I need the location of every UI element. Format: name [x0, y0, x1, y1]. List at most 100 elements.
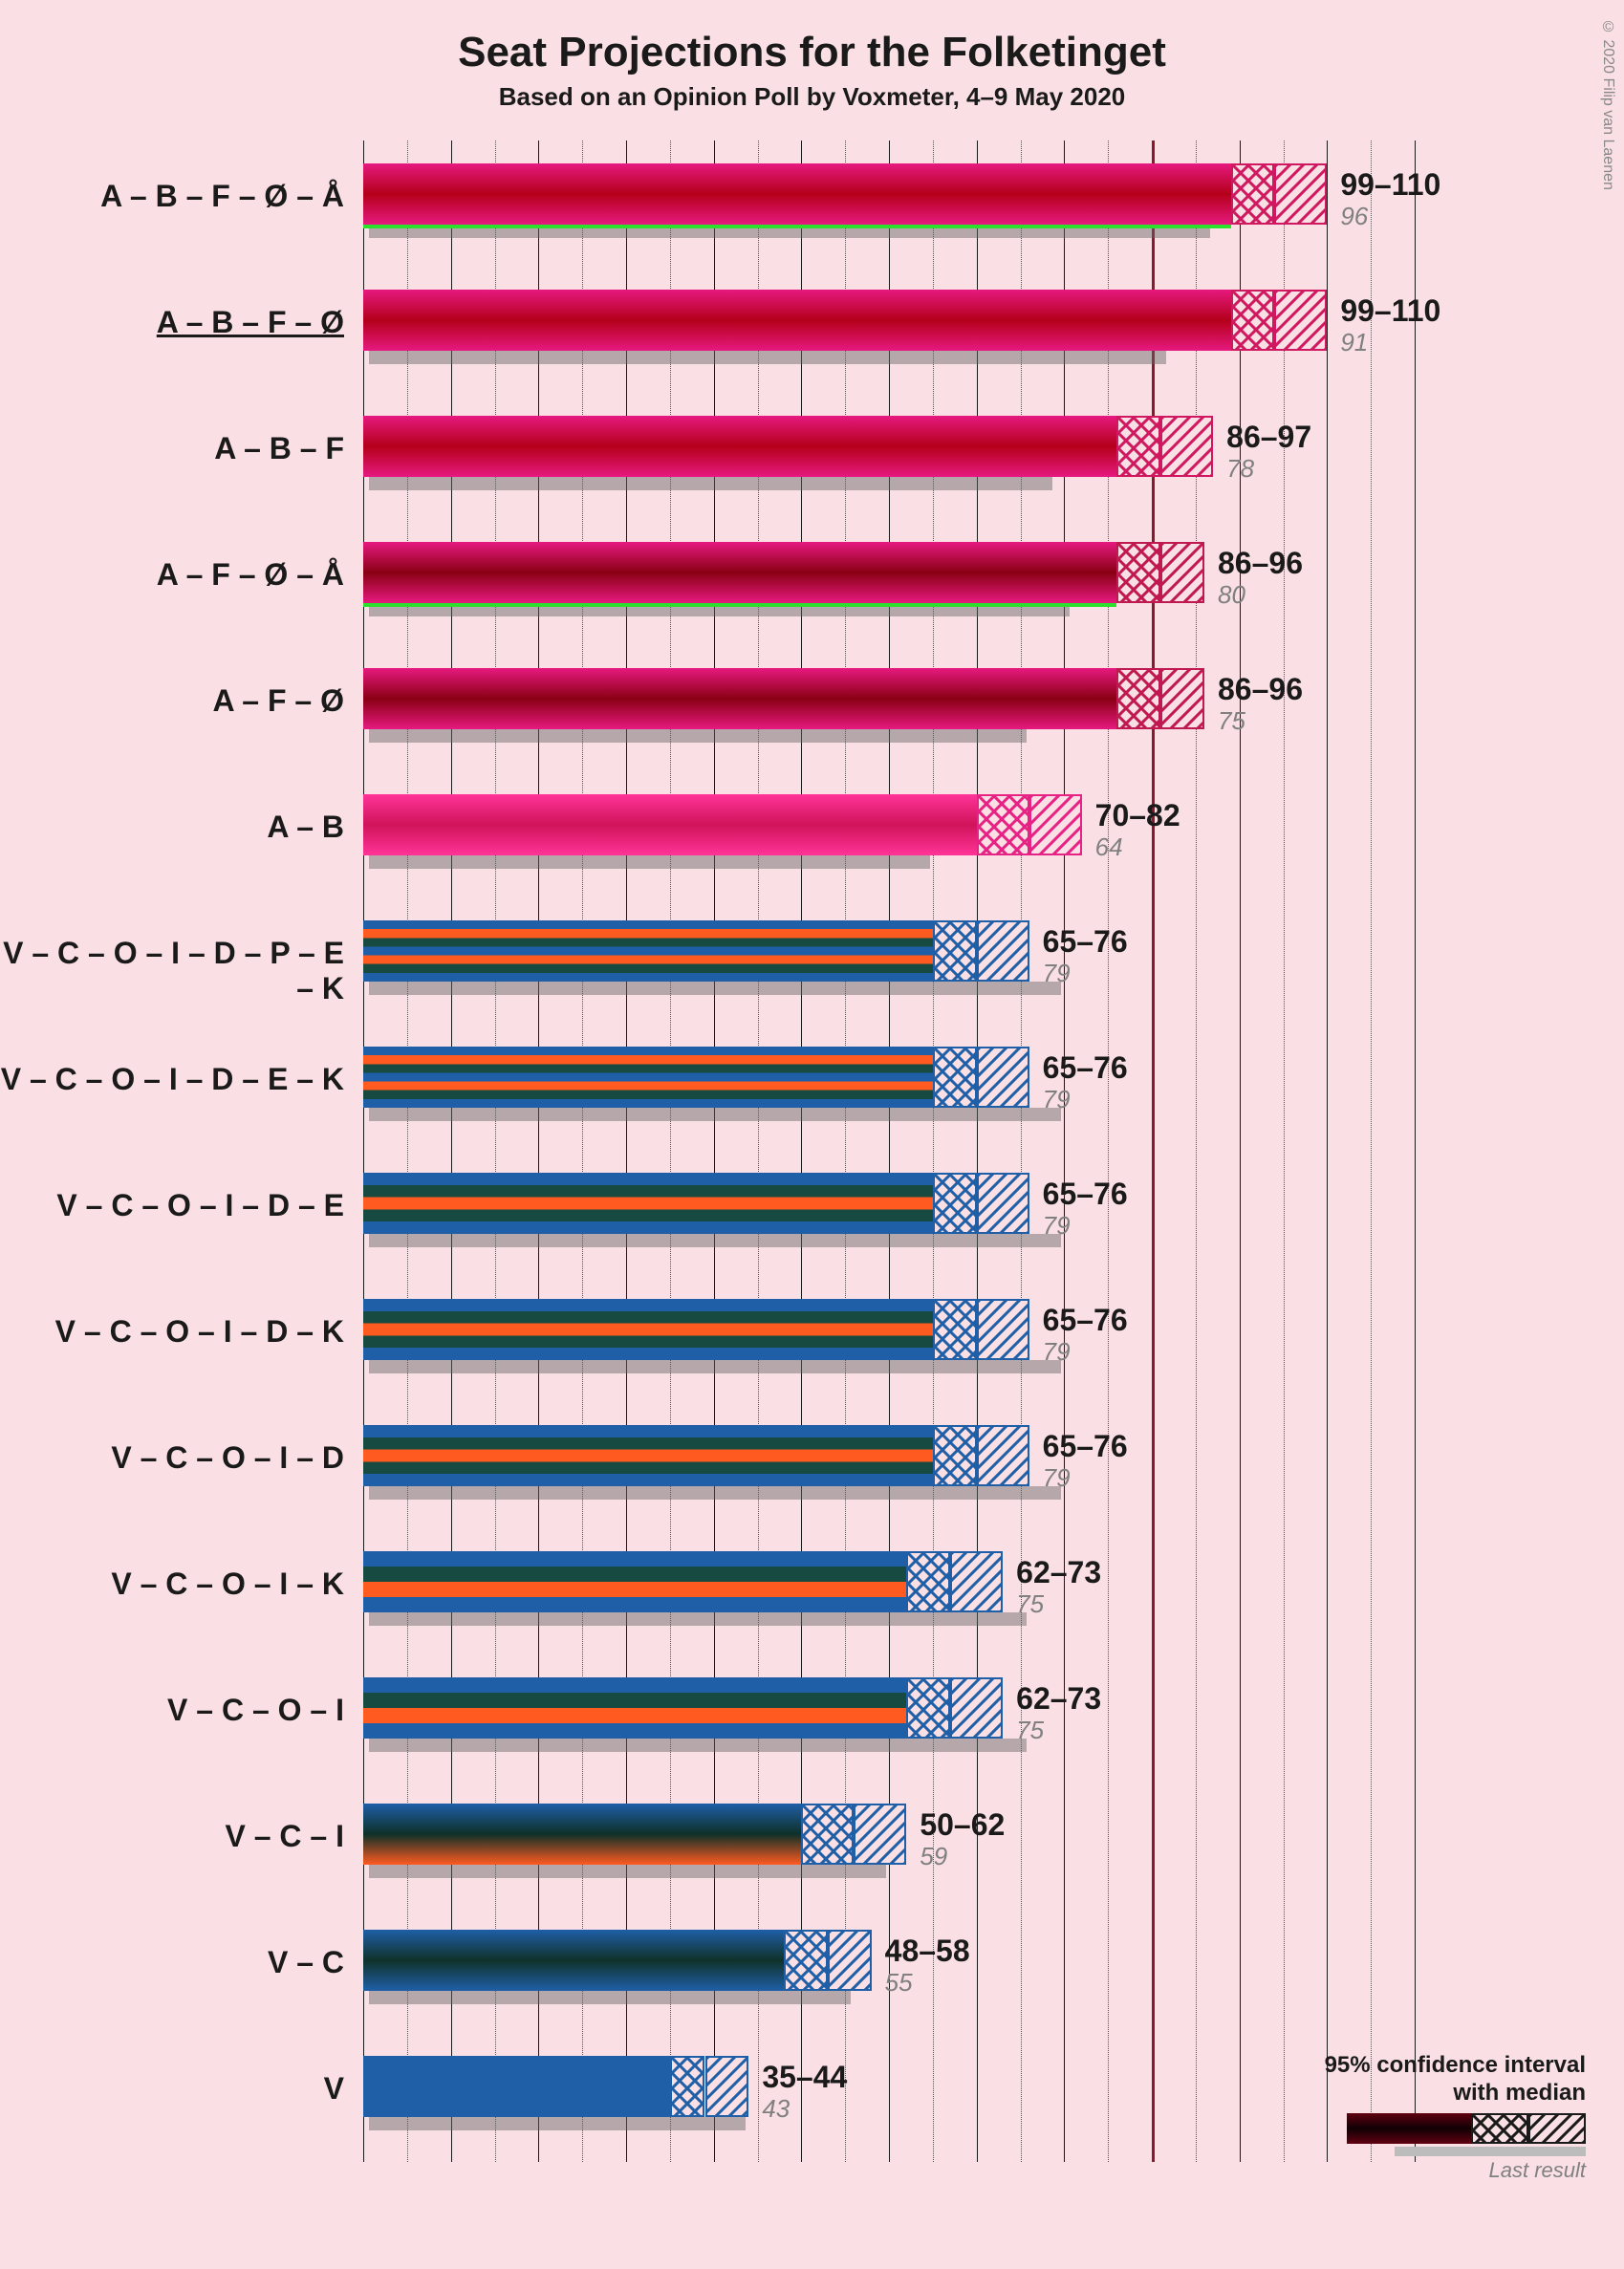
- ci-range-label: 65–76: [1043, 1303, 1128, 1338]
- coalition-bar: [363, 1047, 933, 1108]
- coalition-row: A – B – F – Ø99–11091: [363, 276, 1568, 372]
- ci-upper-hatch: [1160, 668, 1204, 729]
- last-result-label: 80: [1218, 580, 1245, 610]
- last-result-label: 79: [1043, 1463, 1071, 1493]
- coalition-bar: [363, 1551, 906, 1612]
- ci-range-label: 99–110: [1340, 167, 1440, 203]
- coalition-row: V – C – O – I – D65–7679: [363, 1412, 1568, 1507]
- coalition-row: V – C – O – I – D – P – E – K65–7679: [363, 907, 1568, 1003]
- last-result-shadow: [369, 855, 930, 869]
- coalition-row: V – C – O – I – D – E65–7679: [363, 1159, 1568, 1255]
- coalition-bar: [363, 416, 1116, 477]
- legend-bar-cross: [1471, 2113, 1528, 2144]
- ci-range-label: 50–62: [920, 1807, 1005, 1843]
- copyright-text: © 2020 Filip van Laenen: [1599, 19, 1616, 190]
- last-result-shadow: [369, 1360, 1061, 1373]
- coalition-label: V – C – O – I – D – P – E – K: [0, 936, 344, 1006]
- legend-title-line1: 95% confidence interval: [1325, 2052, 1586, 2080]
- legend: 95% confidence interval with median Last…: [1325, 2052, 1586, 2183]
- coalition-row: A – B – F86–9778: [363, 402, 1568, 498]
- last-result-shadow: [369, 477, 1052, 490]
- last-result-shadow: [369, 1486, 1061, 1500]
- last-result-shadow: [369, 729, 1027, 743]
- ci-lower-crosshatch: [1231, 163, 1275, 225]
- coalition-row: V – C48–5855: [363, 1916, 1568, 2012]
- ci-range-label: 65–76: [1043, 1429, 1128, 1464]
- ci-upper-hatch: [828, 1930, 872, 1991]
- last-result-shadow: [369, 1991, 851, 2004]
- coalition-label: V: [0, 2071, 344, 2107]
- coalition-row: A – F – Ø86–9675: [363, 655, 1568, 750]
- coalition-bar: [363, 1804, 801, 1865]
- coalition-label: V – C – O – I – D: [0, 1440, 344, 1476]
- coalition-row: V – C – O – I62–7375: [363, 1664, 1568, 1760]
- ci-range-label: 86–96: [1218, 672, 1303, 707]
- ci-upper-hatch: [1274, 290, 1327, 351]
- coalition-bar: [363, 1425, 933, 1486]
- ci-upper-hatch: [977, 1173, 1029, 1234]
- chart-area: A – B – F – Ø – Å99–11096A – B – F – Ø99…: [363, 140, 1568, 2195]
- ci-range-label: 65–76: [1043, 924, 1128, 960]
- ci-lower-crosshatch: [670, 2056, 705, 2117]
- coalition-label: A – B – F – Ø: [0, 305, 344, 340]
- coalition-label: A – B: [0, 810, 344, 845]
- legend-bar-hatch: [1528, 2113, 1586, 2144]
- last-result-label: 75: [1218, 706, 1245, 736]
- last-result-shadow: [369, 982, 1061, 995]
- last-result-label: 79: [1043, 1211, 1071, 1241]
- ci-upper-hatch: [950, 1551, 1003, 1612]
- coalition-row: V – C – O – I – D – E – K65–7679: [363, 1033, 1568, 1129]
- ci-lower-crosshatch: [933, 1173, 977, 1234]
- coalition-bar: [363, 1930, 784, 1991]
- last-result-shadow: [369, 1234, 1061, 1247]
- chart-title: Seat Projections for the Folketinget: [0, 0, 1624, 76]
- last-result-label: 78: [1226, 454, 1254, 484]
- coalition-row: A – F – Ø – Å86–9680: [363, 529, 1568, 624]
- coalition-bar: [363, 920, 933, 982]
- coalition-label: V – C – O – I – D – E: [0, 1188, 344, 1223]
- ci-range-label: 99–110: [1340, 293, 1440, 329]
- ci-upper-hatch: [977, 1047, 1029, 1108]
- legend-bar-solid: [1347, 2113, 1471, 2144]
- legend-last-bar: [1395, 2147, 1586, 2156]
- coalition-bar: [363, 668, 1116, 729]
- last-result-shadow: [369, 351, 1166, 364]
- coalition-label: A – B – F – Ø – Å: [0, 179, 344, 214]
- ci-lower-crosshatch: [906, 1551, 950, 1612]
- ci-upper-hatch: [950, 1677, 1003, 1739]
- ci-lower-crosshatch: [784, 1930, 828, 1991]
- ci-upper-hatch: [977, 1425, 1029, 1486]
- legend-last-label: Last result: [1325, 2158, 1586, 2183]
- coalition-label: V – C: [0, 1945, 344, 1980]
- ci-upper-hatch: [1029, 794, 1082, 855]
- ci-range-label: 48–58: [885, 1934, 970, 1969]
- coalition-label: V – C – I: [0, 1819, 344, 1854]
- coalition-bar: [363, 290, 1231, 351]
- legend-title-line2: with median: [1325, 2080, 1586, 2107]
- ci-lower-crosshatch: [1116, 542, 1160, 603]
- ci-range-label: 70–82: [1095, 798, 1180, 833]
- ci-lower-crosshatch: [933, 1047, 977, 1108]
- last-result-shadow: [369, 2117, 746, 2130]
- last-result-label: 64: [1095, 832, 1123, 862]
- ci-lower-crosshatch: [906, 1677, 950, 1739]
- ci-lower-crosshatch: [1116, 416, 1160, 477]
- ci-lower-crosshatch: [1116, 668, 1160, 729]
- last-result-label: 43: [762, 2094, 790, 2124]
- coalition-label: V – C – O – I – D – K: [0, 1314, 344, 1350]
- ci-lower-crosshatch: [1231, 290, 1275, 351]
- coalition-row: V – C – O – I – K62–7375: [363, 1538, 1568, 1633]
- ci-lower-crosshatch: [801, 1804, 854, 1865]
- ci-range-label: 62–73: [1016, 1681, 1101, 1717]
- coalition-label: V – C – O – I – K: [0, 1567, 344, 1602]
- ci-lower-crosshatch: [977, 794, 1029, 855]
- last-result-label: 91: [1340, 328, 1368, 357]
- coalition-label: A – B – F: [0, 431, 344, 466]
- coalition-bar: [363, 1299, 933, 1360]
- coalition-bar: [363, 2056, 670, 2117]
- last-result-label: 79: [1043, 959, 1071, 988]
- legend-bar-row: [1325, 2113, 1586, 2144]
- last-result-shadow: [369, 1739, 1027, 1752]
- last-result-label: 79: [1043, 1085, 1071, 1114]
- chart-subtitle: Based on an Opinion Poll by Voxmeter, 4–…: [0, 76, 1624, 140]
